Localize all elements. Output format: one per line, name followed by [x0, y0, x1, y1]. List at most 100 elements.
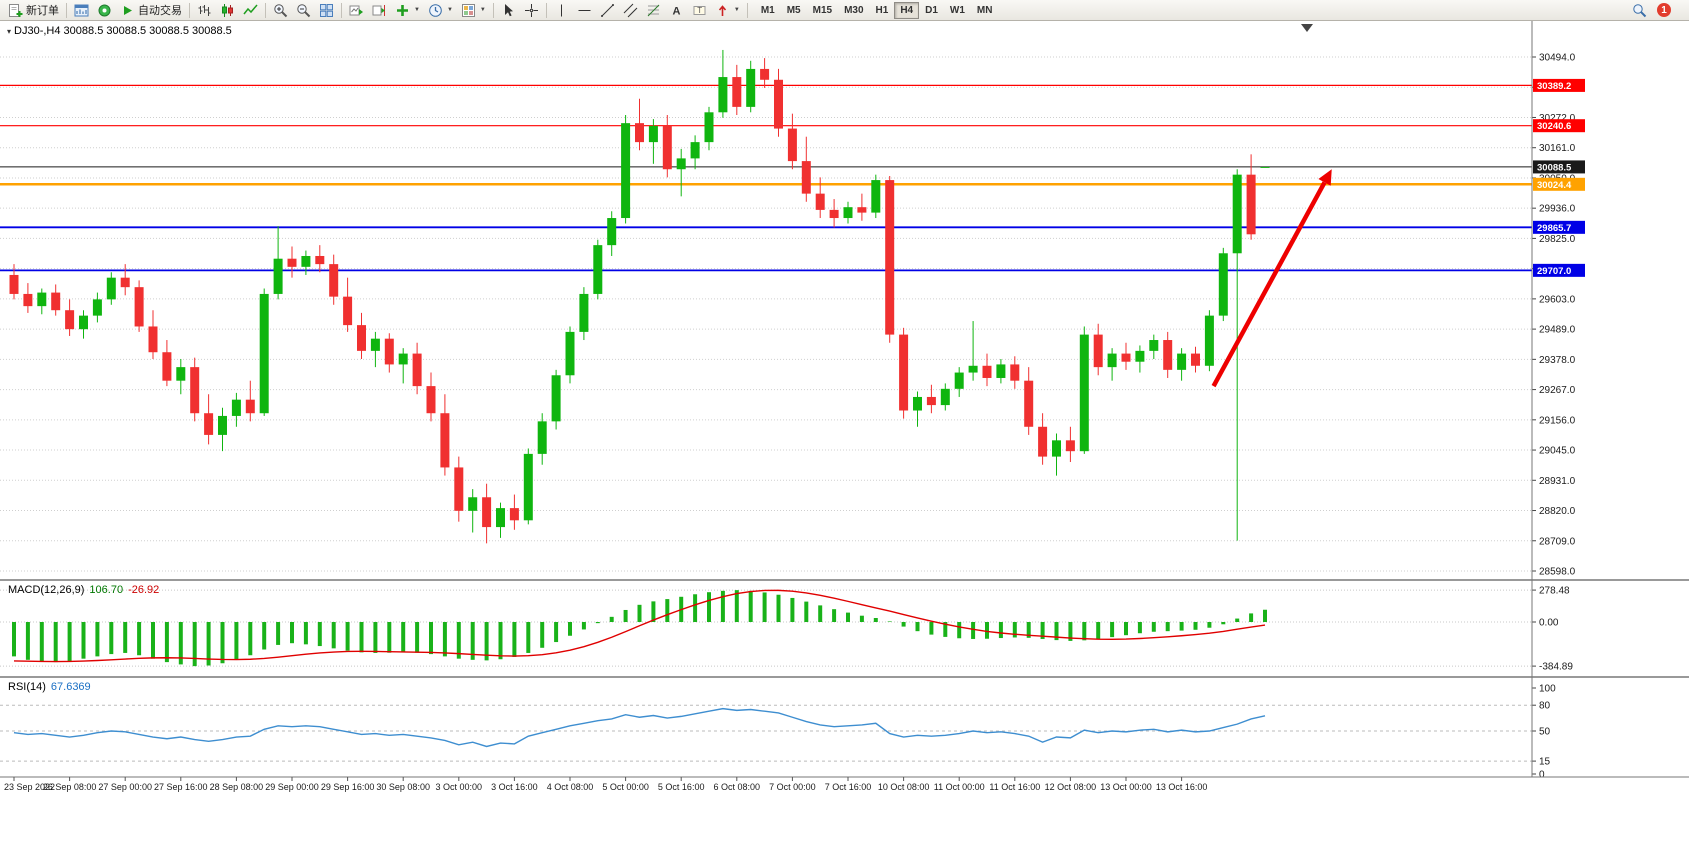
- chart-shift-marker[interactable]: [1301, 24, 1313, 32]
- line-chart-button[interactable]: [239, 1, 262, 20]
- toolbar-separator: [189, 2, 190, 18]
- timeframe-H4-button[interactable]: H4: [894, 1, 920, 19]
- timeframe-M30-button[interactable]: M30: [838, 2, 869, 19]
- svg-text:7 Oct 16:00: 7 Oct 16:00: [825, 782, 872, 792]
- bars-chart-icon: [198, 4, 211, 16]
- svg-text:11 Oct 16:00: 11 Oct 16:00: [989, 782, 1040, 792]
- crosshair-icon: [524, 3, 538, 17]
- timeframe-W1-button[interactable]: W1: [944, 2, 971, 19]
- macd-name: MACD(12,26,9): [8, 584, 85, 596]
- rsi-name: RSI(14): [8, 681, 46, 693]
- timeframe-MN-button[interactable]: MN: [971, 2, 999, 19]
- main-toolbar: 新订单 自动交易 ▼ ▼: [0, 0, 1689, 21]
- svg-text:30389.2: 30389.2: [1537, 81, 1571, 92]
- alerts-icon: [98, 4, 111, 16]
- trend-arrow-object[interactable]: [1211, 169, 1332, 388]
- timeframe-M1-button[interactable]: M1: [755, 2, 781, 19]
- timeframe-D1-button[interactable]: D1: [919, 2, 944, 19]
- channel-button[interactable]: [619, 1, 642, 20]
- trendline-button[interactable]: [596, 1, 619, 20]
- vertical-line-button[interactable]: [550, 1, 573, 20]
- svg-text:6 Oct 08:00: 6 Oct 08:00: [714, 782, 761, 792]
- notification-badge[interactable]: 1: [1657, 3, 1671, 17]
- toolbar-right-group: 1: [1628, 1, 1685, 20]
- text-label-icon: T: [693, 5, 706, 15]
- svg-text:30 Sep 08:00: 30 Sep 08:00: [376, 782, 430, 792]
- crosshair-button[interactable]: [520, 1, 543, 20]
- svg-text:28709.0: 28709.0: [1539, 536, 1576, 547]
- chart-shift-button[interactable]: [368, 1, 391, 20]
- text-tool-icon: A: [672, 5, 680, 17]
- svg-text:5 Oct 00:00: 5 Oct 00:00: [602, 782, 649, 792]
- search-button[interactable]: [1628, 1, 1651, 20]
- rsi-value: 67.6369: [50, 681, 91, 693]
- timeframe-H1-button[interactable]: H1: [870, 2, 895, 19]
- candlestick-chart-icon: [222, 3, 233, 17]
- timeframe-M15-button[interactable]: M15: [807, 2, 838, 19]
- svg-text:30240.6: 30240.6: [1537, 121, 1571, 132]
- alerts-button[interactable]: [93, 1, 116, 20]
- indicators-button[interactable]: ▼: [391, 1, 424, 20]
- toolbar-separator: [492, 2, 494, 18]
- svg-text:A: A: [672, 5, 680, 17]
- svg-text:80: 80: [1539, 701, 1551, 712]
- toolbar-separator: [341, 2, 342, 18]
- text-label-button[interactable]: T: [688, 1, 711, 20]
- chart-title-caret-icon[interactable]: ▾: [7, 27, 12, 36]
- svg-text:29045.0: 29045.0: [1539, 446, 1576, 457]
- new-order-button[interactable]: 新订单: [4, 1, 63, 20]
- svg-text:30161.0: 30161.0: [1539, 143, 1576, 154]
- zoom-in-icon: [274, 3, 288, 17]
- svg-text:29936.0: 29936.0: [1539, 204, 1576, 215]
- svg-text:29825.0: 29825.0: [1539, 234, 1576, 245]
- chart-ohlc-values: 30088.5 30088.5 30088.5 30088.5: [63, 25, 232, 37]
- macd-value-main: 106.70: [89, 584, 124, 596]
- autotrading-button[interactable]: 自动交易: [116, 1, 186, 20]
- cursor-icon: [504, 3, 513, 16]
- cursor-button[interactable]: [497, 1, 520, 20]
- fibonacci-button[interactable]: [642, 1, 665, 20]
- svg-text:15: 15: [1539, 757, 1551, 768]
- charts-window-button[interactable]: [70, 1, 93, 20]
- svg-text:29865.7: 29865.7: [1537, 223, 1571, 234]
- toolbar-separator: [545, 2, 547, 18]
- horizontal-line-objects[interactable]: [0, 84, 1532, 272]
- zoom-out-icon: [297, 3, 311, 17]
- svg-text:5 Oct 16:00: 5 Oct 16:00: [658, 782, 705, 792]
- chart-title: ▾ DJ30-,H4 30088.5 30088.5 30088.5 30088.…: [7, 25, 232, 37]
- timeframe-M5-button[interactable]: M5: [781, 2, 807, 19]
- svg-text:3 Oct 16:00: 3 Oct 16:00: [491, 782, 538, 792]
- svg-text:30272.0: 30272.0: [1539, 113, 1576, 124]
- new-order-icon: [9, 3, 23, 17]
- periods-button[interactable]: ▼: [424, 1, 457, 20]
- svg-text:13 Oct 16:00: 13 Oct 16:00: [1156, 782, 1208, 792]
- fibonacci-icon: [647, 4, 660, 16]
- candlestick-chart-button[interactable]: [216, 1, 239, 20]
- svg-text:3 Oct 00:00: 3 Oct 00:00: [436, 782, 483, 792]
- rsi-panel: 100 80 50 15 0: [0, 684, 1556, 781]
- search-icon: [1633, 3, 1647, 17]
- bars-chart-button[interactable]: [193, 1, 216, 20]
- svg-text:27 Sep 00:00: 27 Sep 00:00: [98, 782, 152, 792]
- svg-text:11 Oct 00:00: 11 Oct 00:00: [934, 782, 985, 792]
- zoom-out-button[interactable]: [292, 1, 315, 20]
- svg-text:0: 0: [1539, 770, 1545, 781]
- zoom-in-button[interactable]: [269, 1, 292, 20]
- svg-text:29156.0: 29156.0: [1539, 415, 1576, 426]
- svg-text:30088.5: 30088.5: [1537, 162, 1572, 173]
- templates-button[interactable]: ▼: [457, 1, 490, 20]
- tile-windows-button[interactable]: [315, 1, 338, 20]
- svg-text:29603.0: 29603.0: [1539, 294, 1576, 305]
- toolbar-separator: [66, 2, 67, 18]
- toolbar-separator: [746, 2, 748, 18]
- rsi-label: RSI(14) 67.6369: [8, 681, 96, 693]
- svg-text:7 Oct 00:00: 7 Oct 00:00: [769, 782, 816, 792]
- svg-text:30024.4: 30024.4: [1537, 180, 1572, 191]
- svg-text:-384.89: -384.89: [1539, 662, 1573, 673]
- horizontal-line-button[interactable]: [573, 1, 596, 20]
- text-tool-button[interactable]: A: [665, 1, 688, 20]
- arrows-tool-button[interactable]: ▼: [711, 1, 744, 20]
- vertical-line-icon: [560, 4, 562, 16]
- auto-scroll-button[interactable]: [345, 1, 368, 20]
